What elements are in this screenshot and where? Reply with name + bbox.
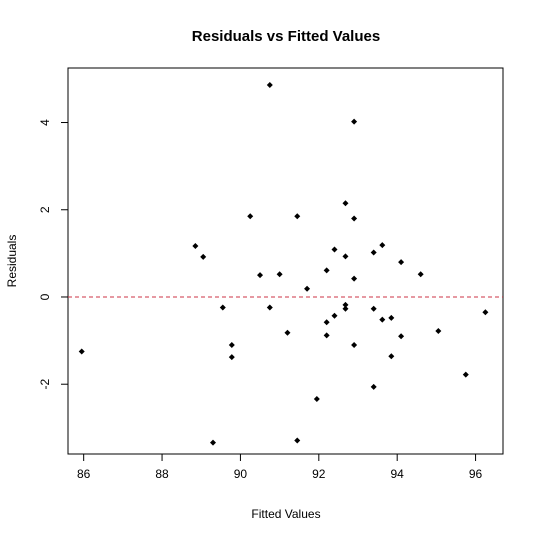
data-point bbox=[313, 396, 320, 403]
y-axis: -2 0 2 4 bbox=[38, 119, 68, 390]
x-tick-label: 96 bbox=[469, 467, 483, 481]
data-point bbox=[398, 333, 405, 340]
data-point bbox=[228, 341, 235, 348]
data-point bbox=[294, 437, 301, 444]
y-tick-label: 2 bbox=[38, 206, 52, 213]
data-point bbox=[435, 328, 442, 335]
x-axis: 86 88 90 92 94 96 bbox=[77, 454, 483, 481]
data-point bbox=[462, 371, 469, 378]
y-tick-label: 0 bbox=[38, 293, 52, 300]
data-point bbox=[482, 309, 489, 316]
y-tick-label: -2 bbox=[38, 379, 52, 390]
data-point bbox=[331, 246, 338, 253]
data-point bbox=[294, 213, 301, 220]
x-tick-label: 88 bbox=[155, 467, 169, 481]
data-point bbox=[323, 332, 330, 339]
data-point bbox=[257, 272, 264, 279]
data-point bbox=[219, 304, 226, 311]
data-point bbox=[323, 319, 330, 326]
data-point bbox=[266, 304, 273, 311]
data-point bbox=[228, 354, 235, 361]
y-axis-title: Residuals bbox=[5, 235, 19, 288]
data-point bbox=[351, 341, 358, 348]
x-axis-title: Fitted Values bbox=[251, 507, 320, 521]
chart-title: Residuals vs Fitted Values bbox=[192, 28, 380, 45]
data-point bbox=[388, 314, 395, 321]
data-point bbox=[342, 253, 349, 260]
data-point bbox=[210, 439, 216, 446]
data-point bbox=[331, 312, 338, 319]
data-point bbox=[266, 82, 273, 89]
points-layer bbox=[78, 82, 489, 446]
data-point bbox=[379, 316, 386, 323]
x-tick-label: 92 bbox=[312, 467, 326, 481]
plot-frame bbox=[67, 67, 504, 455]
data-point bbox=[370, 383, 377, 390]
data-point bbox=[247, 213, 254, 220]
data-point bbox=[379, 242, 386, 249]
data-point bbox=[351, 118, 358, 125]
data-point bbox=[342, 301, 349, 308]
data-point bbox=[370, 305, 377, 312]
x-tick-label: 86 bbox=[77, 467, 91, 481]
data-point bbox=[351, 215, 358, 222]
data-point bbox=[351, 275, 358, 282]
data-point bbox=[78, 348, 85, 355]
data-point bbox=[304, 285, 311, 292]
y-tick-label: 4 bbox=[38, 119, 52, 126]
data-point bbox=[200, 253, 207, 260]
data-point bbox=[398, 259, 405, 266]
data-point bbox=[192, 242, 199, 249]
data-point bbox=[370, 249, 377, 256]
data-point bbox=[417, 271, 424, 278]
data-point bbox=[284, 329, 291, 336]
x-tick-label: 94 bbox=[391, 467, 405, 481]
data-point bbox=[342, 200, 349, 207]
data-point bbox=[276, 271, 283, 278]
x-tick-label: 90 bbox=[234, 467, 248, 481]
data-point bbox=[388, 353, 395, 360]
data-point bbox=[323, 267, 330, 274]
data-point bbox=[342, 305, 349, 312]
